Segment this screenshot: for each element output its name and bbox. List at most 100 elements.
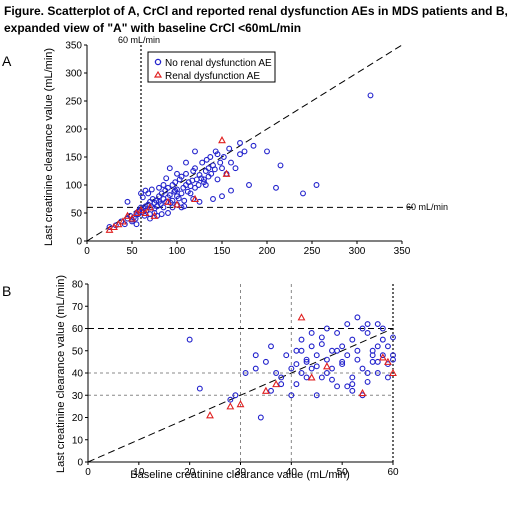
a-point-no-ae: [178, 173, 185, 180]
b-x-tick-label: 30: [235, 467, 247, 478]
a-x-tick-label: 0: [84, 246, 90, 257]
a-point-no-ae: [313, 182, 320, 188]
b-point-no-ae: [349, 374, 356, 381]
a-y-tick-label: 250: [65, 97, 82, 108]
b-point-no-ae: [334, 330, 341, 336]
b-point-no-ae: [374, 370, 381, 376]
hline-annotation: 60 mL/min: [406, 202, 448, 212]
a-x-tick-label: 250: [304, 246, 321, 257]
a-point-no-ae: [139, 194, 146, 201]
a-point-ae: [119, 217, 127, 225]
b-y-tick-label: 50: [72, 346, 84, 357]
a-x-tick-label: 350: [394, 246, 411, 257]
b-point-no-ae: [298, 347, 305, 354]
a-point-no-ae: [211, 166, 218, 173]
a-point-no-ae: [175, 195, 182, 202]
a-point-no-ae: [199, 159, 206, 166]
a-point-no-ae: [181, 203, 188, 210]
a-point-no-ae: [133, 221, 140, 228]
panel-b-plot: 0 10 20 30 40 50 60 0 10 20 30 40 50 60 70 80: [72, 280, 399, 479]
b-point-no-ae: [369, 352, 376, 359]
a-y-tick-label: 150: [65, 153, 82, 164]
b-point-no-ae: [318, 341, 325, 348]
legend-entry-ae: Renal dysfunction AE: [165, 71, 260, 82]
a-point-no-ae: [208, 170, 215, 177]
a-point-no-ae: [160, 182, 167, 188]
b-point-no-ae: [278, 374, 285, 381]
b-point-no-ae: [339, 361, 346, 368]
a-x-tick-label: 100: [169, 246, 186, 257]
a-point-ae: [128, 214, 136, 222]
b-point-ae: [272, 379, 281, 388]
b-y-tick-label: 20: [72, 413, 84, 424]
b-point-no-ae: [384, 374, 391, 381]
b-point-no-ae: [313, 352, 320, 359]
panel-b: B 0 10 20 30 40 50 60 0 10 20 30 40 50 60 70 80 Last cr…: [2, 275, 399, 481]
a-point-no-ae: [207, 154, 214, 160]
a-point-no-ae: [181, 197, 188, 204]
b-point-no-ae: [303, 358, 310, 365]
b-point-no-ae: [283, 352, 290, 359]
a-point-no-ae: [158, 190, 165, 197]
a-point-no-ae: [277, 162, 284, 169]
a-point-no-ae: [187, 190, 194, 197]
a-point-no-ae: [300, 190, 306, 197]
a-point-ae: [218, 136, 226, 144]
a-y-tick-label: 350: [65, 41, 82, 52]
a-x-tick-label: 50: [126, 246, 138, 257]
b-x-tick-label: 50: [337, 467, 349, 478]
b-point-no-ae: [268, 387, 274, 394]
b-point-no-ae: [252, 365, 259, 372]
a-point-no-ae: [192, 184, 198, 191]
b-point-no-ae: [278, 381, 285, 388]
b-point-no-ae: [293, 361, 300, 368]
b-point-no-ae: [354, 347, 361, 354]
b-y-tick-label: 70: [72, 302, 84, 313]
a-x-tick-label: 150: [214, 246, 231, 257]
a-point-no-ae: [232, 165, 239, 172]
b-point-no-ae: [384, 343, 391, 350]
a-point-ae: [146, 203, 154, 211]
b-point-no-ae: [364, 370, 371, 376]
legend: No renal dysfunction AE Renal dysfunctio…: [147, 51, 276, 83]
a-point-no-ae: [205, 165, 212, 172]
b-point-no-ae: [364, 321, 371, 327]
b-point-no-ae: [308, 365, 315, 372]
b-point-no-ae: [364, 378, 371, 385]
b-point-no-ae: [298, 370, 305, 376]
b-point-no-ae: [339, 358, 346, 365]
b-y-tick-label: 40: [72, 369, 84, 380]
a-point-no-ae: [166, 165, 173, 172]
a-point-no-ae: [156, 184, 162, 191]
b-point-no-ae: [268, 343, 274, 350]
b-point-ae: [206, 411, 214, 419]
a-point-no-ae: [250, 142, 257, 149]
b-point-no-ae: [303, 374, 310, 381]
a-point-no-ae: [214, 176, 221, 183]
b-point-no-ae: [323, 325, 330, 332]
a-point-no-ae: [158, 211, 165, 218]
b-point-no-ae: [379, 336, 386, 343]
b-x-tick-label: 20: [184, 467, 196, 478]
b-point-no-ae: [323, 370, 330, 376]
b-point-no-ae: [359, 365, 366, 372]
b-point-no-ae: [379, 352, 386, 359]
b-point-no-ae: [349, 381, 356, 388]
b-point-ae: [236, 400, 245, 408]
a-point-ae: [123, 211, 132, 219]
b-point-no-ae: [334, 347, 341, 354]
b-point-no-ae: [354, 356, 361, 363]
b-point-no-ae: [349, 387, 356, 394]
a-point-no-ae: [226, 145, 233, 152]
b-point-ae: [383, 357, 392, 365]
b-point-no-ae: [354, 314, 361, 321]
b-point-no-ae: [318, 334, 325, 341]
b-point-no-ae: [329, 376, 335, 383]
b-point-ae: [358, 388, 367, 397]
b-point-no-ae: [349, 336, 356, 343]
a-point-no-ae: [172, 179, 179, 186]
b-point-no-ae: [288, 392, 295, 399]
a-y-tick-label: 200: [65, 125, 82, 136]
b-point-no-ae: [374, 321, 381, 327]
